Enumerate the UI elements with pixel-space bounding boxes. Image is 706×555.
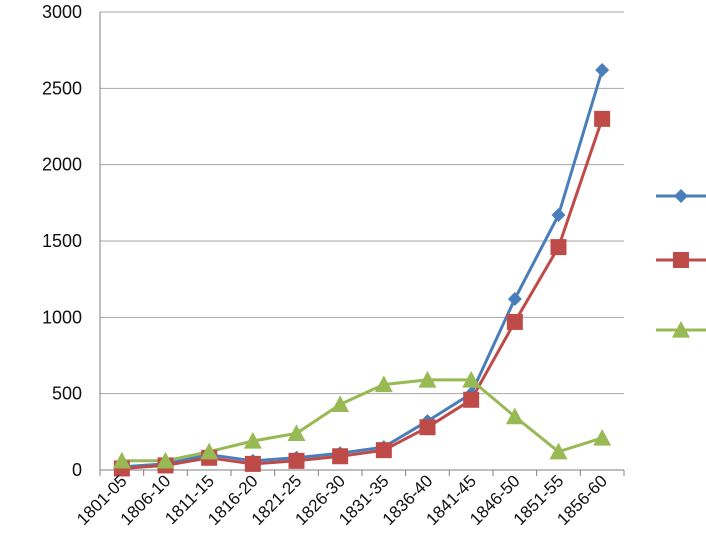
series-line-2	[121, 118, 604, 470]
series-2-point	[463, 391, 480, 408]
tick-labels: 0500100015002000250030001801-051806-1018…	[42, 2, 611, 529]
legend-marker-2	[673, 252, 689, 268]
series-3-point	[505, 407, 524, 425]
y-tick-label: 3000	[42, 2, 82, 22]
series-2-point	[375, 442, 392, 459]
series-3-point	[462, 370, 481, 388]
y-tick-label: 2500	[42, 78, 82, 98]
y-tick-label: 0	[72, 460, 82, 480]
series-1-point	[551, 208, 566, 223]
series-3-point	[331, 395, 350, 413]
series-2-point	[288, 452, 305, 469]
series-3-point	[156, 451, 175, 469]
series-3-point	[200, 442, 219, 460]
series-2-point	[244, 455, 261, 472]
legend	[656, 189, 706, 338]
series-3-point	[593, 428, 612, 446]
legend-marker-1	[674, 189, 688, 203]
series-line-1	[121, 69, 604, 469]
series-2-point	[506, 313, 523, 330]
series-3-point	[243, 431, 262, 449]
series-2-point	[594, 110, 611, 127]
series-3-point	[287, 424, 306, 442]
y-tick-label: 1000	[42, 307, 82, 327]
y-tick-label: 500	[52, 384, 82, 404]
series-1-point	[595, 63, 610, 78]
series-3-point	[374, 375, 393, 393]
series-1-point	[507, 292, 522, 307]
y-tick-label: 2000	[42, 155, 82, 175]
series-group	[112, 63, 612, 477]
series-2-point	[419, 419, 436, 436]
y-tick-label: 1500	[42, 231, 82, 251]
series-2-point	[550, 239, 567, 256]
series-3-point	[112, 451, 131, 469]
series-2-point	[332, 448, 349, 465]
legend-marker-3	[672, 321, 690, 338]
series-3-point	[549, 442, 568, 460]
series-3-point	[418, 370, 437, 388]
gridlines	[100, 11, 624, 471]
axes	[99, 12, 625, 476]
